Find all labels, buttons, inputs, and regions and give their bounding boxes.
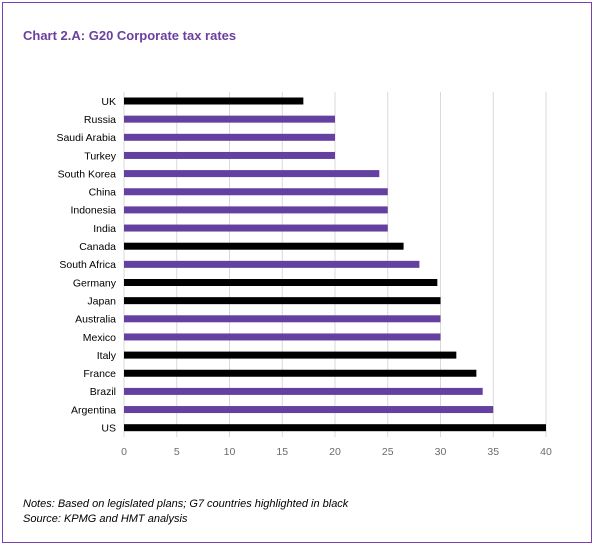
bar [124, 297, 441, 305]
category-label: US [101, 423, 116, 435]
category-labels: UK Russia Saudi Arabia Turkey South Korea Chi… [56, 96, 116, 435]
category-label: Indonesia [70, 205, 116, 217]
category-label: Italy [97, 350, 117, 362]
x-axis-tick-labels: 0 5 10 15 20 25 30 35 40 [121, 446, 552, 458]
bar [124, 224, 388, 232]
x-tick-label: 40 [540, 446, 552, 458]
bar [124, 97, 304, 105]
x-tick-label: 35 [487, 446, 499, 458]
bar [124, 242, 404, 250]
category-label: Canada [79, 241, 116, 253]
bar [124, 369, 477, 377]
category-label: Saudi Arabia [56, 132, 116, 144]
x-tick-label: 0 [121, 446, 127, 458]
chart-title: Chart 2.A: G20 Corporate tax rates [23, 28, 237, 43]
bar [124, 279, 438, 286]
category-label: Germany [73, 277, 117, 289]
bars [124, 97, 546, 432]
category-label: Russia [84, 114, 116, 126]
bar [124, 333, 441, 341]
bar [124, 387, 483, 395]
category-label: Mexico [83, 332, 116, 344]
category-label: India [93, 223, 116, 235]
bar [124, 406, 494, 414]
bar [124, 260, 420, 268]
category-label: South Africa [59, 259, 116, 271]
bar [124, 151, 335, 159]
bar [124, 170, 380, 178]
bar [124, 206, 388, 214]
bar [124, 315, 441, 323]
source-text: Source: KPMG and HMT analysis [23, 513, 188, 525]
x-tick-label: 20 [329, 446, 341, 458]
x-tick-label: 25 [382, 446, 394, 458]
bar [124, 133, 335, 141]
category-label: Turkey [84, 150, 116, 162]
bar [124, 424, 546, 432]
x-tick-label: 15 [276, 446, 288, 458]
category-label: Australia [75, 314, 116, 326]
x-tick-label: 10 [224, 446, 236, 458]
x-tick-label: 5 [174, 446, 180, 458]
category-label: South Korea [58, 168, 117, 180]
category-label: China [89, 187, 117, 199]
category-label: France [83, 368, 116, 380]
x-tick-label: 30 [435, 446, 447, 458]
bar [124, 351, 457, 359]
category-label: Japan [87, 295, 116, 307]
category-label: Brazil [90, 386, 116, 398]
footnotes: Notes: Based on legislated plans; G7 cou… [23, 497, 348, 527]
bar [124, 115, 335, 123]
category-label: UK [101, 96, 116, 108]
bar [124, 188, 388, 196]
notes-text: Notes: Based on legislated plans; G7 cou… [23, 498, 349, 510]
category-label: Argentina [71, 404, 116, 416]
